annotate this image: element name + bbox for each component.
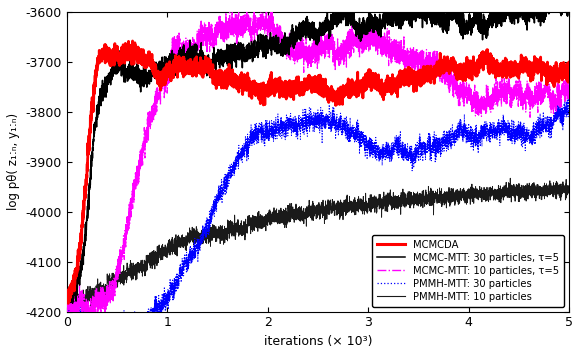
Legend: MCMCDA, MCMC-MTT: 30 particles, τ=5, MCMC-MTT: 10 particles, τ=5, PMMH-MTT: 30 p: MCMCDA, MCMC-MTT: 30 particles, τ=5, MCM… [372, 235, 564, 307]
X-axis label: iterations (× 10³): iterations (× 10³) [264, 335, 372, 348]
Y-axis label: log pθ( z₁:ₙ, y₁:ₙ): log pθ( z₁:ₙ, y₁:ₙ) [7, 113, 20, 211]
